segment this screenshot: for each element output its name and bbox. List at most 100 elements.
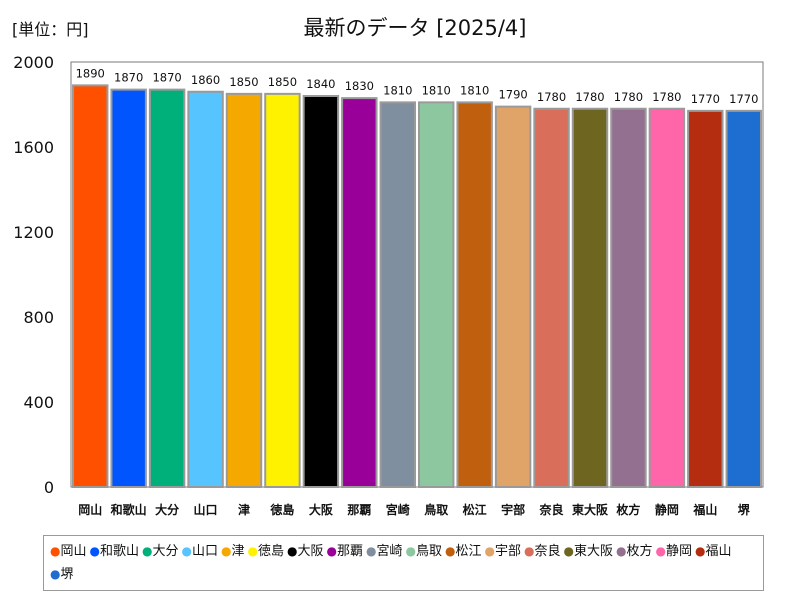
legend-item: ●静岡 — [656, 540, 693, 563]
x-tick-label: 東大阪 — [572, 502, 609, 517]
legend-label: 枚方 — [626, 544, 653, 559]
legend-label: 山口 — [191, 544, 218, 559]
legend-item: ●奈良 — [524, 540, 561, 563]
x-tick-label: 松江 — [463, 502, 487, 517]
data-label: 1780 — [614, 90, 643, 104]
bar — [648, 107, 686, 488]
legend-marker: ● — [181, 544, 192, 558]
chart-legend: ●岡山 ●和歌山 ●大分 ●山口 ●津 ●徳島 ●大阪 ●那覇 ●宮崎 ●鳥取 ●松江 ●宇部 ●奈良 ●… — [43, 535, 764, 591]
legend-item: ●那覇 — [327, 540, 364, 563]
legend-item: ●山口 — [182, 540, 219, 563]
data-label: 1780 — [652, 90, 681, 104]
legend-item: ●宇部 — [485, 540, 522, 563]
x-tick-label: 徳島 — [269, 502, 294, 517]
y-tick-label: 400 — [23, 393, 54, 412]
x-tick-label: 山口 — [194, 502, 218, 517]
bar — [148, 88, 186, 488]
data-label: 1790 — [498, 88, 527, 102]
legend-marker: ● — [221, 544, 232, 558]
bar — [379, 101, 416, 488]
legend-marker: ● — [89, 544, 100, 558]
data-label: 1780 — [537, 90, 566, 104]
bar — [72, 84, 109, 488]
x-tick-label: 鳥取 — [424, 502, 448, 517]
legend-label: 大阪 — [297, 544, 324, 559]
legend-marker: ● — [445, 544, 456, 558]
legend-label: 岡山 — [60, 544, 87, 559]
legend-marker: ● — [247, 544, 258, 558]
data-label: 1850 — [268, 75, 297, 89]
bar — [456, 101, 493, 488]
legend-label: 鳥取 — [415, 544, 442, 559]
x-tick-label: 奈良 — [539, 502, 564, 517]
legend-marker: ● — [616, 544, 627, 558]
legend-item: ●津 — [221, 540, 245, 563]
bar — [110, 88, 147, 488]
x-tick-label: 津 — [238, 502, 250, 517]
x-tick-label: 宇部 — [501, 502, 525, 517]
y-tick-label: 0 — [44, 478, 54, 497]
bar — [302, 95, 340, 488]
legend-item: ●徳島 — [248, 540, 285, 563]
data-label: 1870 — [152, 71, 181, 85]
chart-title: 最新のデータ [2025/4] — [303, 16, 527, 40]
data-label: 1860 — [191, 73, 220, 87]
legend-marker: ● — [326, 544, 337, 558]
data-label: 1890 — [76, 66, 105, 80]
x-tick-label: 岡山 — [78, 502, 102, 517]
y-tick-label: 800 — [23, 308, 54, 327]
legend-label: 宮崎 — [376, 544, 403, 559]
legend-marker: ● — [50, 567, 61, 581]
legend-item: ●鳥取 — [406, 540, 443, 563]
legend-label: 大分 — [152, 544, 179, 559]
legend-marker: ● — [695, 544, 706, 558]
legend-marker: ● — [655, 544, 666, 558]
bar — [418, 101, 455, 488]
legend-item: ●東大阪 — [564, 540, 614, 563]
legend-item: ●枚方 — [616, 540, 653, 563]
data-label: 1770 — [691, 92, 720, 106]
legend-marker: ● — [142, 544, 153, 558]
legend-marker: ● — [484, 544, 495, 558]
legend-label: 和歌山 — [99, 544, 139, 559]
legend-label: 堺 — [60, 567, 74, 582]
x-tick-label: 宮崎 — [386, 502, 410, 517]
y-tick-label: 2000 — [13, 53, 54, 72]
data-label: 1810 — [422, 83, 451, 97]
bar — [341, 97, 378, 488]
legend-marker: ● — [366, 544, 377, 558]
legend-item: ●堺 — [50, 563, 74, 586]
x-tick-label: 大分 — [155, 502, 179, 517]
data-label: 1780 — [575, 90, 604, 104]
legend-label: 東大阪 — [573, 544, 613, 559]
x-tick-label: 和歌山 — [110, 502, 147, 517]
x-tick-label: 静岡 — [655, 502, 679, 517]
legend-label: 宇部 — [494, 544, 521, 559]
bar — [494, 105, 532, 488]
data-label: 1770 — [729, 92, 758, 106]
legend-item: ●福山 — [695, 540, 732, 563]
legend-label: 奈良 — [534, 544, 561, 559]
legend-label: 那覇 — [336, 544, 363, 559]
bar — [533, 107, 570, 488]
legend-label: 松江 — [455, 544, 482, 559]
plot-area — [70, 61, 764, 488]
bar — [610, 107, 647, 488]
legend-item: ●岡山 — [50, 540, 87, 563]
bar — [187, 90, 224, 488]
legend-item: ●宮崎 — [366, 540, 403, 563]
legend-label: 津 — [231, 544, 245, 559]
bar — [687, 109, 724, 488]
x-tick-label: 枚方 — [616, 502, 640, 517]
y-tick-label: 1600 — [13, 138, 54, 157]
bar — [725, 109, 762, 488]
legend-marker: ● — [563, 544, 574, 558]
legend-marker: ● — [287, 544, 298, 558]
y-tick-label: 1200 — [13, 223, 54, 242]
legend-item: ●大阪 — [287, 540, 324, 563]
data-label: 1810 — [383, 83, 412, 97]
x-tick-label: 大阪 — [309, 502, 334, 517]
data-label: 1840 — [306, 77, 335, 91]
legend-label: 徳島 — [257, 544, 284, 559]
